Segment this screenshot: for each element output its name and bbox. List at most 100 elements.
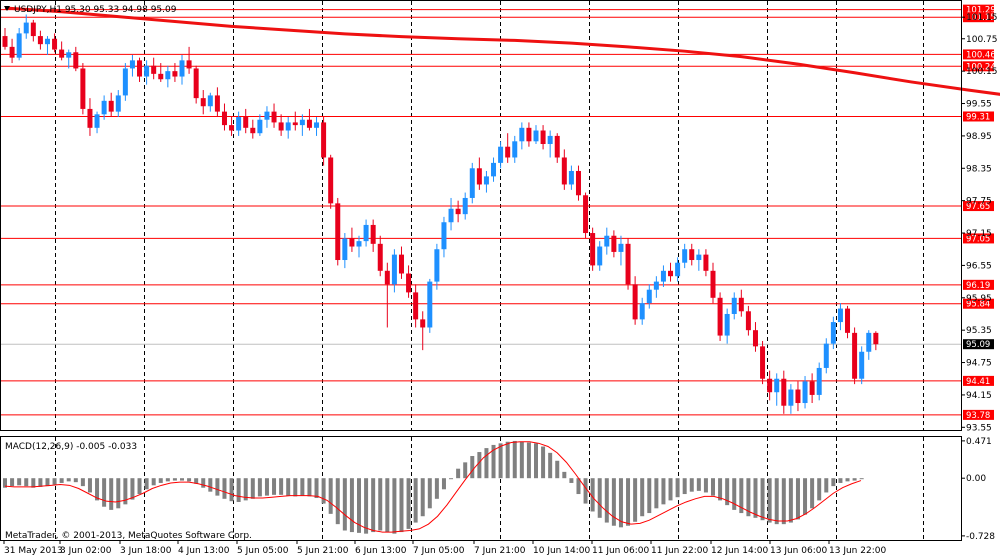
macd-label-0: 0.471 [966, 437, 992, 447]
macd-bar-44 [314, 478, 319, 499]
macd-bar-82 [583, 478, 588, 504]
macd-signal-line [4, 441, 862, 533]
macd-bar-34 [243, 478, 248, 501]
candle-body-27 [193, 68, 199, 99]
macd-bar-72 [512, 440, 517, 479]
macd-bar-12 [87, 478, 92, 493]
macd-bar-108 [767, 478, 772, 523]
candle-body-89 [632, 284, 638, 320]
candle-body-59 [420, 319, 426, 328]
candle-body-42 [299, 119, 305, 126]
candle-body-109 [774, 378, 780, 393]
candle-body-10 [73, 52, 79, 69]
price-label-12: 94.15 [966, 391, 992, 401]
macd-bar-118 [838, 478, 843, 483]
moving-average [4, 6, 1000, 96]
macd-bar-86 [611, 478, 616, 526]
macd-bar-48 [342, 478, 347, 531]
candle-body-76 [540, 130, 546, 144]
macd-bar-16 [116, 478, 121, 509]
candle-body-94 [668, 270, 674, 277]
level-label-2: 100.46 [966, 50, 996, 60]
level-label-4: 99.31 [966, 112, 990, 122]
time-label-2: 3 Jun 18:00 [120, 546, 172, 556]
candle-body-54 [384, 270, 390, 285]
level-tag-4 [963, 111, 994, 122]
current-price-line: 95.09 [1, 339, 994, 350]
macd-axis: 0.471 0.00 -0.728 [961, 437, 995, 542]
moving-average-line [4, 6, 1000, 96]
candle-body-56 [398, 254, 404, 274]
candle-body-107 [760, 346, 766, 379]
candles [2, 14, 879, 414]
macd-bar-47 [335, 478, 340, 525]
candle-body-12 [87, 108, 93, 128]
macd-bar-55 [392, 478, 397, 534]
macd-bar-17 [123, 478, 128, 505]
level-tag-5 [963, 201, 994, 212]
macd-bar-113 [803, 478, 808, 515]
macd-label-1: 0.00 [966, 474, 986, 484]
macd-bar-115 [817, 478, 822, 501]
macd-bar-109 [774, 478, 779, 525]
candle-body-50 [356, 241, 362, 247]
candle-body-25 [179, 60, 185, 77]
candle-body-17 [122, 68, 128, 96]
macd-bar-3 [24, 478, 29, 487]
macd-bar-54 [385, 478, 390, 533]
macd-bar-103 [732, 478, 737, 510]
level-tag-3 [963, 61, 994, 72]
macd-bar-91 [647, 478, 652, 514]
candle-body-2 [16, 33, 22, 58]
macd-plot-border [0, 436, 962, 541]
candle-body-97 [689, 249, 695, 261]
price-label-6: 97.75 [966, 197, 992, 207]
candle-body-93 [660, 270, 666, 282]
macd-label-2: -0.728 [966, 532, 995, 542]
candle-body-123 [873, 332, 879, 345]
macd-bar-39 [279, 478, 284, 495]
candle-body-29 [207, 95, 213, 107]
candle-body-5 [37, 36, 43, 45]
triangle-down-icon[interactable] [4, 6, 10, 11]
macd-bar-107 [760, 478, 765, 521]
macd-bar-68 [484, 448, 489, 479]
level-tag-2 [963, 49, 994, 60]
time-label-3: 4 Jun 13:00 [178, 546, 230, 556]
macd-bar-38 [272, 478, 277, 495]
candle-body-58 [413, 292, 419, 320]
candle-body-3 [23, 22, 29, 34]
macd-bar-67 [477, 452, 482, 479]
candle-body-80 [568, 170, 574, 185]
macd-bar-46 [328, 478, 333, 514]
macd-bar-2 [17, 478, 22, 486]
macd-bar-24 [172, 478, 177, 481]
candle-body-88 [625, 243, 631, 285]
candle-body-61 [434, 249, 440, 282]
candle-body-51 [363, 224, 369, 242]
candle-body-36 [257, 119, 263, 134]
macd-bar-32 [229, 478, 234, 502]
level-tag-0 [963, 4, 994, 15]
price-label-1: 100.75 [966, 35, 998, 45]
macd-bar-58 [413, 478, 418, 523]
level-tag-7 [963, 279, 994, 290]
macd-bar-70 [498, 443, 503, 479]
price-label-7: 97.15 [966, 229, 992, 239]
level-label-3: 100.24 [966, 62, 996, 72]
macd-bar-30 [215, 478, 220, 496]
time-label-4: 5 Jun 05:00 [237, 546, 289, 556]
candle-body-108 [767, 378, 773, 393]
macd-bar-27 [194, 478, 199, 484]
candle-body-0 [2, 36, 8, 47]
candle-body-40 [285, 122, 291, 131]
candle-body-103 [731, 297, 737, 314]
candle-body-31 [221, 111, 227, 126]
macd-bar-116 [824, 478, 829, 493]
macd-bar-61 [434, 478, 439, 499]
candle-body-57 [406, 273, 412, 293]
candle-body-62 [441, 222, 447, 250]
candle-body-55 [391, 254, 397, 285]
